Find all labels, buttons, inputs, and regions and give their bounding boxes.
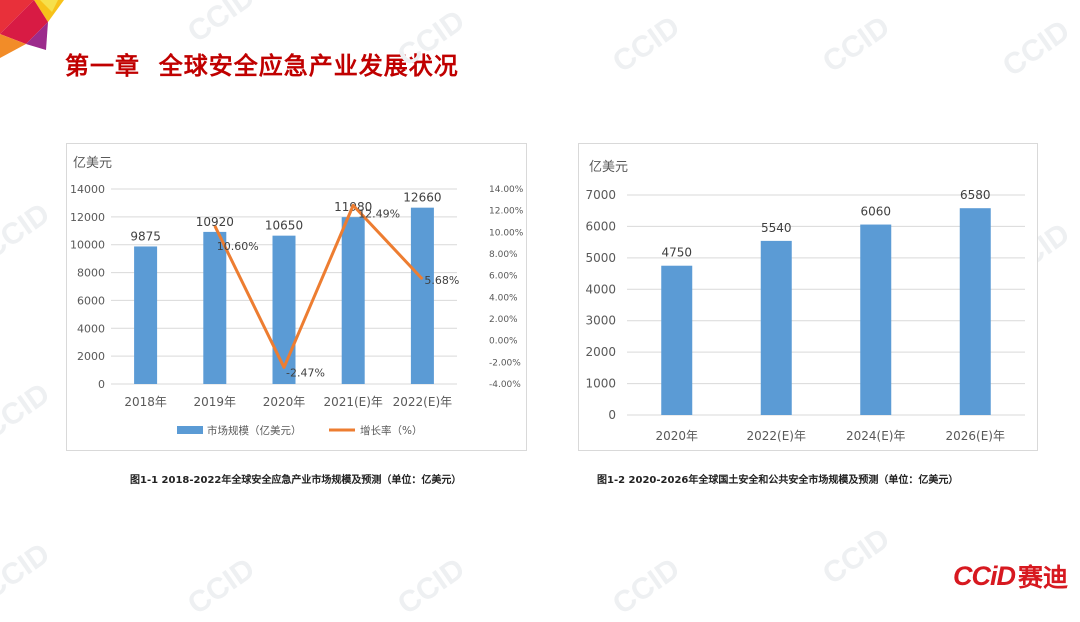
x-tick-label: 2022(E)年 [393,395,453,409]
growth-rate-line [213,203,424,369]
bar-value-label: 6580 [960,188,991,202]
legend-swatch-market-size [177,426,203,434]
y2-tick-label: 14.00% [489,185,524,195]
y-tick-label: 5000 [585,251,616,265]
bar-value-label: 6060 [860,205,891,219]
watermark: CCID [606,552,686,622]
bar [410,207,434,384]
y2-tick-label: 12.00% [489,207,524,217]
page-title: 第一章 全球安全应急产业发展状况 [65,52,459,80]
market-size-combo-chart: 亿美元 0 2000 4000 6000 8000 10000 12000 14000 -4.00… [70,156,524,437]
bar [341,217,365,384]
bar-value-label: 10650 [265,219,303,233]
legend-label-market-size: 市场规模（亿美元） [207,424,302,437]
watermark: CCID [606,10,686,80]
watermark: CCID [0,537,56,607]
chart-panel-homeland-security: 亿美元 0 1000 2000 3000 4000 5000 6000 7000 4750 2020… [578,143,1038,451]
watermark: CCID [0,377,56,447]
watermark: CCID [816,522,896,592]
y-tick-label: 7000 [585,188,616,202]
bar-value-label: 10920 [196,215,234,229]
y-tick-label: 12000 [70,211,105,224]
y-tick-label: 0 [98,378,105,391]
corner-decoration [0,0,64,58]
y2-tick-label: 4.00% [489,293,518,303]
logo-text-en: CCiD [952,560,1016,591]
growth-rate-label: 12.49% [358,207,400,220]
bar-value-label: 12660 [403,191,441,205]
bar [959,208,991,415]
watermark: CCID [996,14,1076,84]
x-tick-label: 2024(E)年 [846,429,906,443]
x-tick-label: 2021(E)年 [323,395,383,409]
bar [661,265,693,415]
watermark: CCID [181,0,261,50]
y-tick-label: 14000 [70,183,105,196]
y2-tick-label: 10.00% [489,228,524,238]
homeland-security-bar-chart: 亿美元 0 1000 2000 3000 4000 5000 6000 7000 4750 2020… [585,160,1025,443]
y2-tick-label: 0.00% [489,337,518,347]
y2-tick-label: -2.00% [489,358,521,368]
growth-rate-label: -2.47% [286,366,325,379]
x-tick-label: 2020年 [655,429,698,443]
x-tick-label: 2018年 [124,395,167,409]
growth-rate-label: 5.68% [424,274,459,287]
bar [203,231,227,384]
watermark: CCID [181,552,261,622]
y2-tick-label: 8.00% [489,250,518,260]
y-tick-label: 2000 [585,345,616,359]
watermark: CCID [391,552,471,622]
y-axis-label: 亿美元 [589,160,628,175]
y-tick-label: 6000 [77,294,105,307]
y2-tick-label: 2.00% [489,315,518,325]
x-tick-label: 2026(E)年 [946,429,1006,443]
y-tick-label: 10000 [70,239,105,252]
y-tick-label: 0 [608,408,616,422]
y-tick-label: 8000 [77,267,105,280]
y2-tick-label: -4.00% [489,380,521,390]
figure-caption-1: 图1-1 2018-2022年全球安全应急产业市场规模及预测（单位：亿美元） [130,475,462,486]
bar-value-label: 4750 [661,246,692,260]
x-tick-label: 2019年 [194,395,237,409]
y-tick-label: 2000 [77,350,105,363]
bar [760,240,792,415]
x-tick-label: 2020年 [263,395,306,409]
chart-panel-market-size: 亿美元 0 2000 4000 6000 8000 10000 12000 14000 -4.00… [66,143,527,451]
growth-rate-label: 10.60% [217,240,259,253]
bar-value-label: 9875 [130,229,161,243]
ccid-logo: CCiD 赛迪 [953,558,1068,594]
bar-value-label: 5540 [761,221,792,235]
bar [134,246,158,384]
legend-label-growth-rate: 增长率（%） [360,424,422,437]
y-tick-label: 4000 [585,282,616,296]
watermark: CCID [816,10,896,80]
y-tick-label: 1000 [585,377,616,391]
figure-caption-2: 图1-2 2020-2026年全球国土安全和公共安全市场规模及预测（单位：亿美元… [597,475,959,486]
watermark: CCID [0,197,56,267]
x-tick-label: 2022(E)年 [747,429,807,443]
y2-tick-label: 6.00% [489,272,518,282]
bar [860,224,892,415]
y-tick-label: 6000 [585,219,616,233]
y-axis-label: 亿美元 [73,156,112,171]
bar [272,235,296,384]
y-tick-label: 3000 [585,314,616,328]
logo-text-cn: 赛迪 [1017,563,1068,592]
y-tick-label: 4000 [77,322,105,335]
